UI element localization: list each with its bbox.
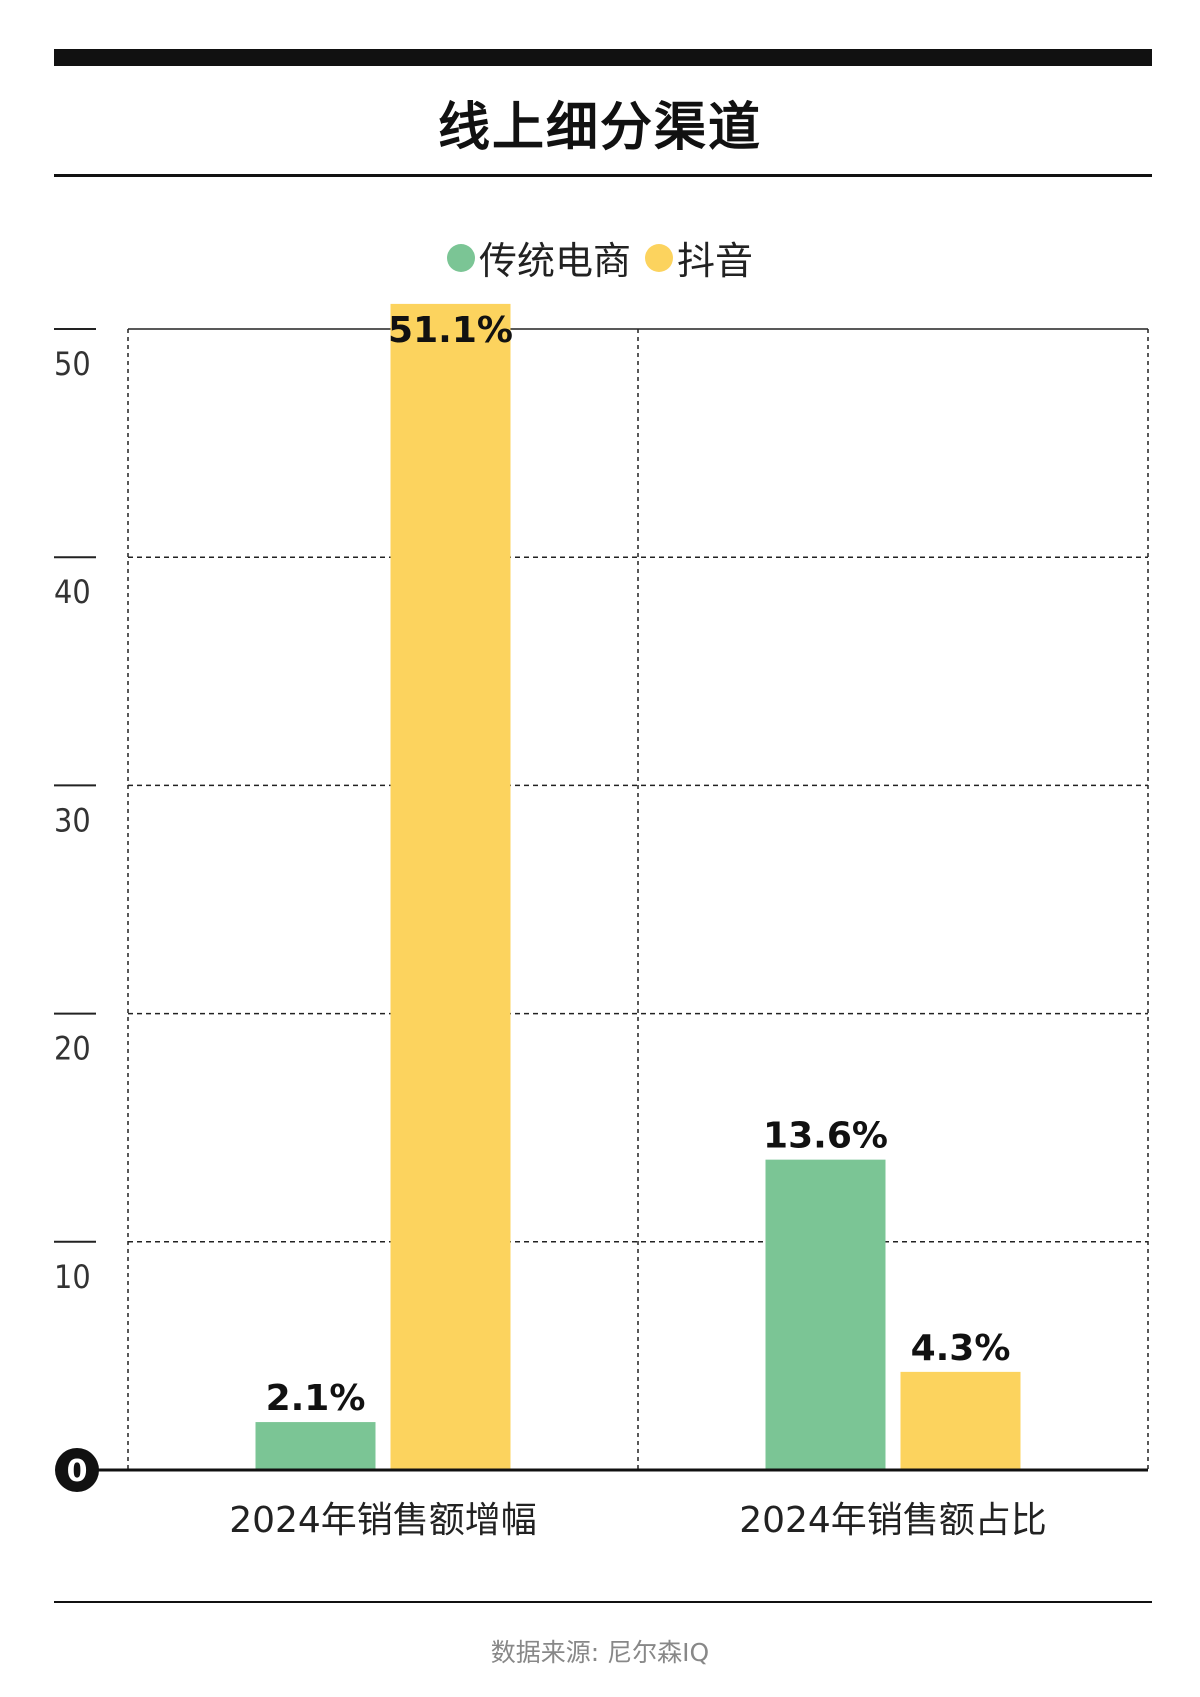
x-category-label: 2024年销售额占比 bbox=[739, 1500, 1047, 1541]
chart-title: 线上细分渠道 bbox=[437, 98, 762, 158]
bar-value-label: 51.1% bbox=[388, 310, 513, 351]
bar-value-label: 13.6% bbox=[763, 1116, 888, 1157]
legend-swatch-traditional bbox=[446, 243, 475, 272]
legend: 传统电商 抖音 bbox=[0, 230, 1200, 285]
x-category-label: 2024年销售额增幅 bbox=[229, 1500, 537, 1541]
legend-item-douyin: 抖音 bbox=[645, 230, 753, 285]
title-rule bbox=[54, 174, 1152, 177]
zero-label: 0 bbox=[67, 1454, 88, 1489]
bar bbox=[900, 1371, 1021, 1470]
y-tick-label: 40 bbox=[54, 573, 91, 611]
bar bbox=[765, 1159, 886, 1470]
y-tick-label: 50 bbox=[54, 345, 91, 383]
bar bbox=[390, 303, 511, 1471]
source-rule bbox=[54, 1601, 1152, 1603]
bar-value-label: 2.1% bbox=[266, 1378, 366, 1419]
legend-swatch-douyin bbox=[645, 243, 673, 272]
bar bbox=[255, 1422, 376, 1470]
bar-value-label: 4.3% bbox=[911, 1328, 1011, 1369]
zero-badge bbox=[55, 1448, 99, 1492]
top-rule bbox=[54, 49, 1152, 66]
legend-item-traditional: 传统电商 bbox=[446, 230, 631, 285]
legend-label-traditional: 传统电商 bbox=[478, 239, 631, 283]
y-tick-label: 10 bbox=[54, 1258, 91, 1296]
y-tick-label: 20 bbox=[54, 1030, 91, 1068]
legend-label-douyin: 抖音 bbox=[677, 239, 754, 283]
y-tick-label: 30 bbox=[54, 801, 91, 839]
source-note: 数据来源: 尼尔森IQ bbox=[490, 1638, 710, 1667]
